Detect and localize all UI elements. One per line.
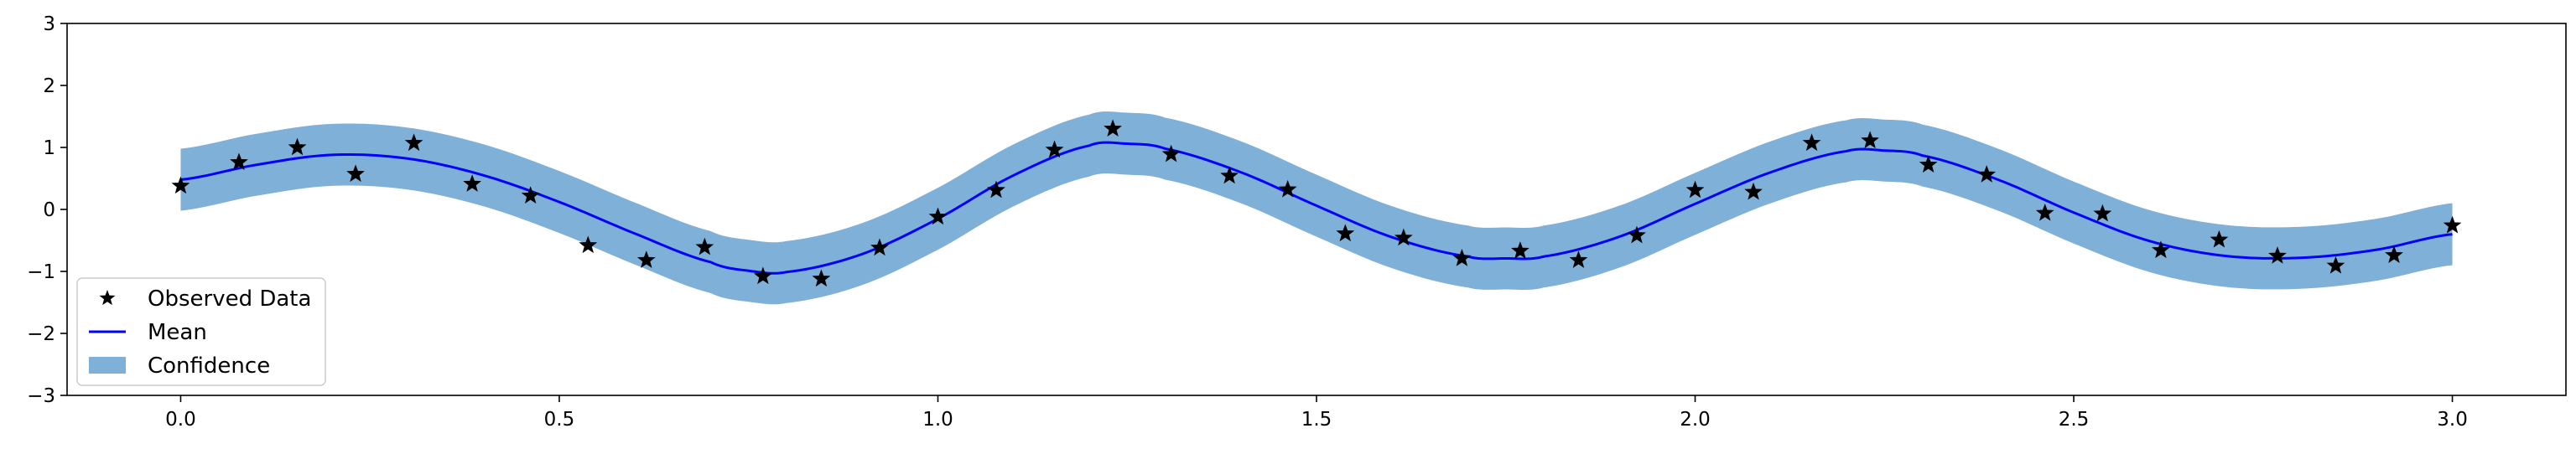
observed-point xyxy=(1161,144,1181,163)
legend-star-icon xyxy=(99,290,116,306)
x-tick-label: 3.0 xyxy=(2437,409,2468,431)
observed-point xyxy=(1802,133,1821,152)
observed-point xyxy=(2385,245,2403,264)
observed-point xyxy=(1569,250,1588,268)
observed-point xyxy=(463,174,481,192)
y-tick-label: −3 xyxy=(27,385,55,407)
observed-point xyxy=(2268,246,2287,264)
observed-point xyxy=(346,164,365,183)
observed-point xyxy=(754,266,772,285)
observed-point xyxy=(1919,155,1938,173)
legend-patch-icon xyxy=(89,357,126,374)
observed-point xyxy=(1104,119,1122,137)
legend-label-mean: Mean xyxy=(148,320,207,345)
observed-point xyxy=(171,176,190,194)
observed-point xyxy=(928,207,948,225)
y-tick-label: 3 xyxy=(43,13,55,35)
x-tick-label: 2.0 xyxy=(1680,409,1711,431)
observed-point xyxy=(2035,204,2054,221)
observed-point xyxy=(2326,255,2345,274)
observed-point xyxy=(2152,240,2170,259)
observed-point xyxy=(230,152,248,171)
observed-point xyxy=(2093,204,2112,222)
observed-point xyxy=(636,250,656,268)
observed-point xyxy=(1336,224,1355,242)
observed-point xyxy=(2210,230,2229,248)
legend-label-confidence: Confidence xyxy=(148,354,270,379)
legend: Observed Data Mean Confidence xyxy=(76,277,326,386)
observed-point xyxy=(1220,166,1239,184)
axes: 0.0 0.5 1.0 1.5 2.0 2.5 3.0 −3 −2 −1 0 1 2 3 xyxy=(27,13,2567,431)
y-tick-label: 0 xyxy=(43,199,55,221)
observed-point xyxy=(987,180,1005,199)
observed-point xyxy=(1685,180,1705,199)
observed-point xyxy=(2443,215,2462,234)
observed-point xyxy=(579,235,598,254)
observed-point xyxy=(1977,165,1997,183)
x-tick-label: 0.5 xyxy=(544,409,575,431)
x-tick-label: 1.5 xyxy=(1301,409,1332,431)
y-tick-label: 2 xyxy=(43,75,55,97)
x-tick-label: 0.0 xyxy=(165,409,196,431)
mean-line xyxy=(180,141,2453,275)
observed-point xyxy=(1628,225,1646,244)
observed-point xyxy=(695,237,714,255)
plot-area xyxy=(171,111,2462,305)
observed-point xyxy=(1861,131,1879,149)
observed-point xyxy=(1511,241,1530,259)
legend-box xyxy=(76,277,326,386)
x-tick-label: 2.5 xyxy=(2059,409,2090,431)
observed-point xyxy=(1744,182,1763,200)
x-tick-label: 1.0 xyxy=(922,409,953,431)
y-tick-label: −1 xyxy=(27,261,55,283)
y-tick-label: 1 xyxy=(43,137,55,159)
observed-point xyxy=(1452,249,1472,266)
y-tick-label: −2 xyxy=(27,323,55,345)
legend-label-observed: Observed Data xyxy=(148,286,311,312)
observed-point xyxy=(404,133,423,152)
observed-point xyxy=(288,137,307,156)
observed-point xyxy=(1278,179,1297,198)
confidence-band xyxy=(180,111,2453,305)
observed-point xyxy=(1045,140,1064,158)
observed-point xyxy=(521,186,540,204)
observed-point xyxy=(870,238,889,256)
observed-point xyxy=(1394,228,1413,246)
observed-point xyxy=(812,269,831,287)
